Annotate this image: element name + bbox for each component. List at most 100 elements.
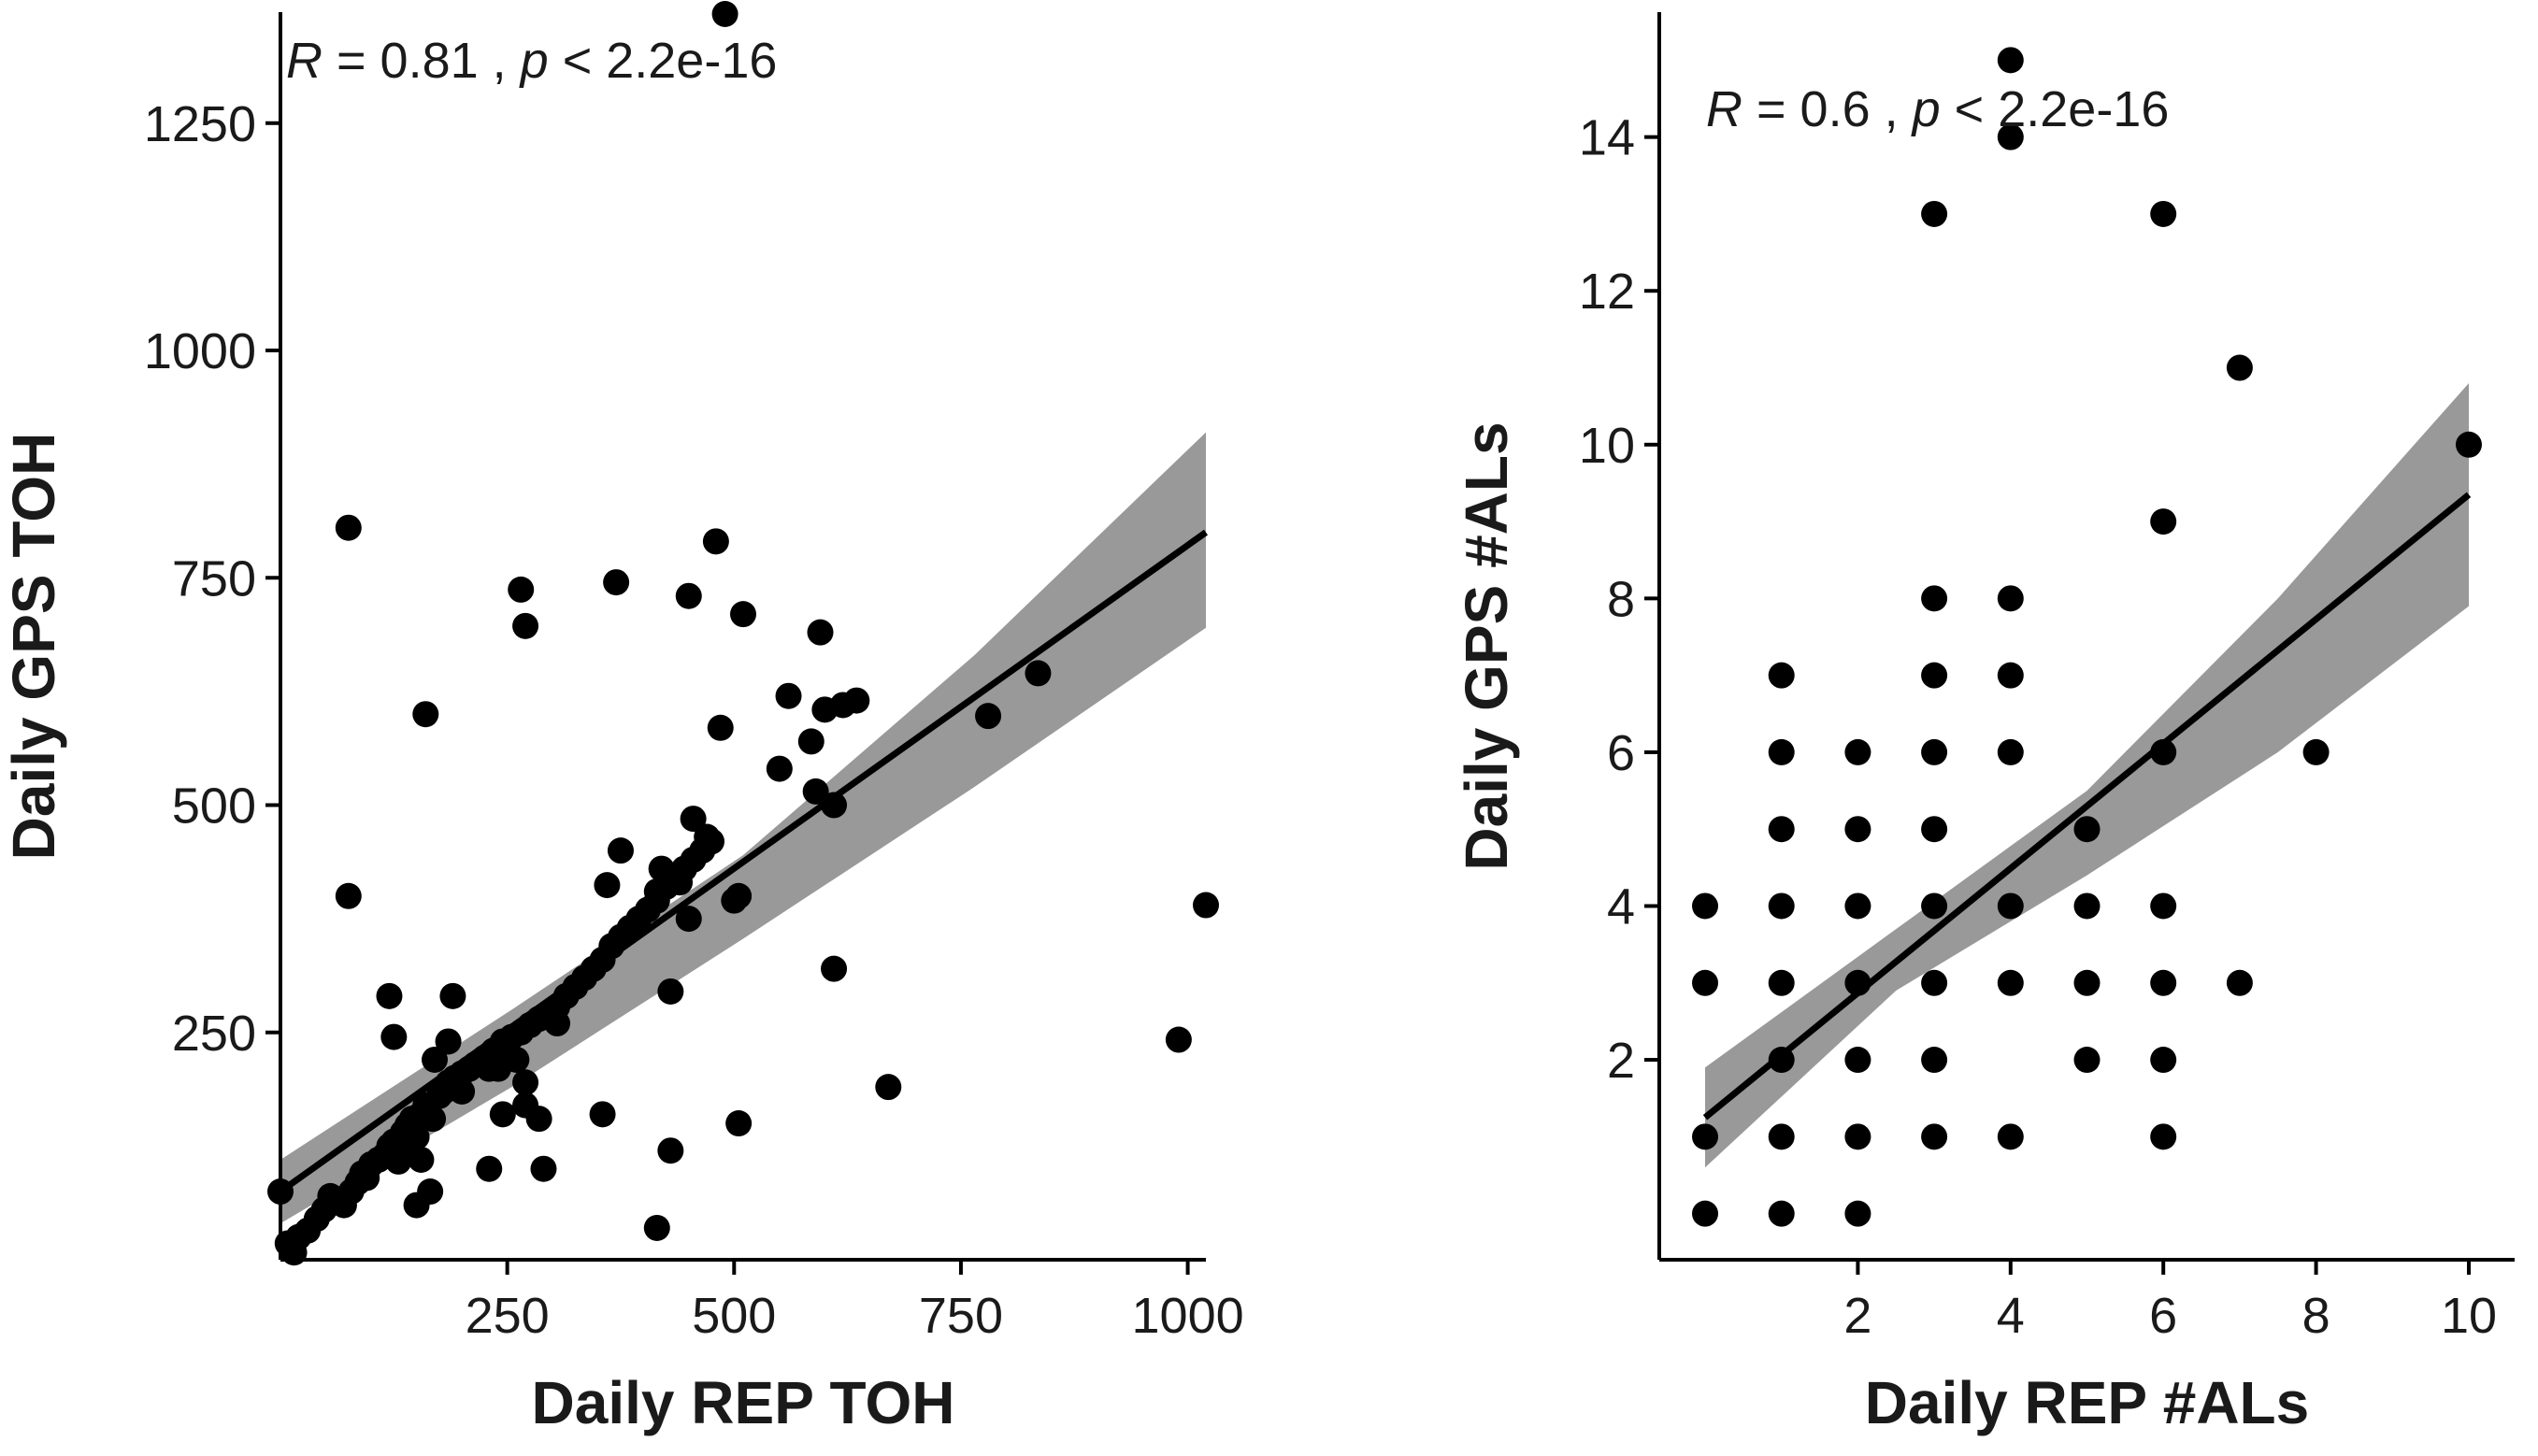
y-tick-label: 10 — [1579, 418, 1635, 474]
data-point — [422, 1046, 448, 1073]
stat-p-value: < 2.2e-16 — [549, 33, 778, 89]
data-point — [2150, 892, 2177, 920]
data-point — [1844, 738, 1871, 765]
data-point — [648, 855, 675, 882]
y-tick-label: 500 — [172, 778, 256, 835]
data-point — [657, 978, 684, 1005]
data-point — [1997, 585, 2024, 612]
regression-line — [278, 529, 1209, 1194]
x-tick-label: 250 — [466, 1288, 550, 1344]
data-point — [544, 1010, 571, 1037]
data-point — [594, 872, 621, 899]
data-point — [1921, 969, 1948, 996]
y-axis-title: Daily GPS #ALs — [1453, 421, 1520, 870]
data-point — [1692, 892, 1719, 920]
y-tick-label: 250 — [172, 1006, 256, 1062]
y-tick-label: 2 — [1607, 1033, 1635, 1089]
data-point — [1921, 816, 1948, 843]
data-point — [607, 837, 634, 864]
data-point — [1921, 1047, 1948, 1074]
data-point — [643, 878, 670, 905]
data-point — [1921, 1123, 1948, 1150]
data-point — [1844, 969, 1871, 996]
y-tick-label: 1000 — [144, 323, 256, 379]
data-point — [417, 1178, 444, 1206]
stat-r-symbol: R — [286, 33, 323, 89]
data-point — [508, 576, 535, 603]
x-tick-label: 2 — [1843, 1288, 1871, 1344]
data-point — [512, 612, 539, 639]
data-point — [1768, 1047, 1795, 1074]
data-point — [807, 619, 834, 646]
x-tick-label: 6 — [2149, 1288, 2177, 1344]
y-tick-label: 4 — [1607, 878, 1635, 935]
data-point — [2073, 892, 2101, 920]
data-point — [603, 569, 630, 596]
data-point — [675, 906, 702, 933]
data-point — [711, 1, 738, 27]
data-point — [975, 703, 1002, 730]
data-point — [802, 778, 829, 805]
data-point — [721, 887, 748, 914]
data-point — [707, 714, 734, 741]
data-point — [1921, 738, 1948, 765]
data-point — [843, 687, 870, 714]
data-point — [1844, 816, 1871, 843]
stat-r-value: = 0.6 , — [1742, 81, 1913, 137]
x-tick-label: 1000 — [1132, 1288, 1244, 1344]
data-point — [1692, 1200, 1719, 1227]
data-point — [1997, 892, 2024, 920]
data-point — [420, 1106, 447, 1133]
data-point — [1768, 1123, 1795, 1150]
data-point — [503, 1046, 530, 1073]
y-axis-title: Daily GPS TOH — [0, 433, 67, 861]
data-point — [1193, 892, 1219, 919]
data-point — [1692, 1123, 1719, 1150]
stat-p-symbol: p — [1911, 81, 1941, 137]
data-point — [335, 514, 362, 541]
x-tick-label: 500 — [692, 1288, 776, 1344]
data-point — [702, 528, 729, 555]
data-point — [775, 682, 802, 709]
data-point — [376, 982, 403, 1009]
data-point — [394, 1128, 421, 1155]
data-point — [667, 869, 694, 896]
data-point — [1997, 47, 2024, 74]
data-point — [766, 755, 793, 782]
correlation-annotation: R = 0.81 , p < 2.2e-16 — [286, 33, 777, 89]
stat-p-symbol: p — [519, 33, 549, 89]
data-point — [1692, 969, 1719, 996]
data-point — [1844, 1047, 1871, 1074]
data-point — [680, 806, 707, 833]
panel-toh: 250 500 750 1000 250 500 750 1000 1250 Daily REP … — [0, 1, 1244, 1436]
x-tick-label: 750 — [919, 1288, 1003, 1344]
data-point — [1768, 892, 1795, 920]
data-point — [1921, 200, 1948, 227]
data-point — [1768, 816, 1795, 843]
x-tick-label: 8 — [2302, 1288, 2330, 1344]
regression-line — [1702, 492, 2472, 1121]
data-point — [1768, 662, 1795, 689]
data-point — [694, 823, 721, 850]
data-point — [675, 582, 702, 609]
data-point — [1997, 662, 2024, 689]
y-tick-label: 12 — [1579, 264, 1635, 320]
stat-p-value: < 2.2e-16 — [1941, 81, 2170, 137]
y-tick-label: 14 — [1579, 110, 1635, 166]
data-point — [2073, 816, 2101, 843]
confidence-band — [1705, 382, 2469, 1168]
data-point — [1997, 1123, 2024, 1150]
data-point — [1165, 1026, 1192, 1053]
data-point — [2150, 1047, 2177, 1074]
correlation-annotation: R = 0.6 , p < 2.2e-16 — [1706, 81, 2169, 137]
data-point — [408, 1146, 435, 1173]
data-point — [380, 1023, 408, 1050]
data-point — [589, 1101, 616, 1128]
data-point — [2073, 969, 2101, 996]
data-point — [657, 1137, 684, 1164]
data-points — [267, 1, 1219, 1266]
data-point — [1997, 123, 2024, 150]
data-point — [1997, 738, 2024, 765]
data-point — [435, 1028, 462, 1055]
data-point — [335, 882, 362, 909]
